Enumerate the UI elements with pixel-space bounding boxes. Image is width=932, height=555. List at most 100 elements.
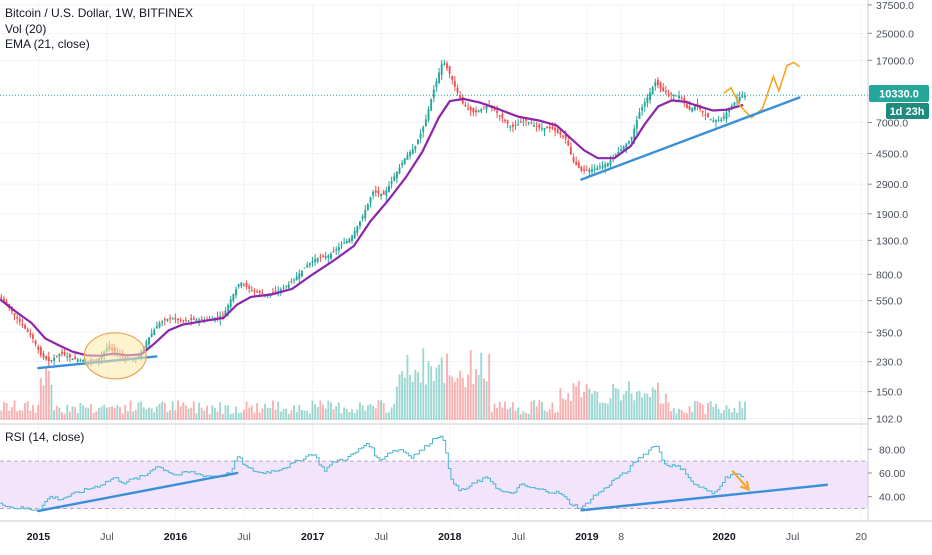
candle[interactable] [182,320,185,322]
candle[interactable] [322,255,324,257]
candle[interactable] [662,87,665,92]
candle[interactable] [604,164,607,168]
candle[interactable] [261,293,264,295]
candle[interactable] [606,163,609,167]
candle[interactable] [380,193,382,197]
candle[interactable] [546,126,549,129]
candle[interactable] [390,181,393,184]
candle[interactable] [443,63,446,65]
candle[interactable] [319,256,322,258]
candle[interactable] [728,109,731,112]
candle[interactable] [614,154,617,156]
candle[interactable] [18,318,21,322]
candle[interactable] [630,136,633,141]
candle[interactable] [148,337,150,345]
candle[interactable] [351,235,353,241]
candle[interactable] [643,102,646,107]
symbol-title[interactable]: Bitcoin / U.S. Dollar, 1W, BITFINEX [5,6,193,20]
candle[interactable] [50,360,53,362]
candle[interactable] [356,226,359,233]
candle[interactable] [670,93,673,95]
candle[interactable] [664,90,667,93]
candle[interactable] [422,127,425,133]
candle[interactable] [649,92,651,100]
candle[interactable] [556,129,559,133]
candle[interactable] [258,290,261,293]
candle[interactable] [593,168,596,171]
candle[interactable] [366,203,369,211]
candle[interactable] [256,291,259,293]
candle[interactable] [58,353,61,357]
candle[interactable] [39,347,42,356]
candle[interactable] [496,110,499,114]
candle[interactable] [393,176,396,181]
candle[interactable] [145,341,148,348]
candle[interactable] [609,160,612,165]
candle[interactable] [32,334,34,339]
candle[interactable] [16,316,19,319]
candle[interactable] [469,107,472,111]
candle[interactable] [74,356,77,360]
candle[interactable] [385,190,388,196]
candle[interactable] [627,141,630,144]
candle[interactable] [29,333,32,336]
candle[interactable] [403,158,406,165]
candle[interactable] [435,80,438,88]
candle[interactable] [216,316,219,318]
candle[interactable] [250,290,253,292]
candle[interactable] [583,168,586,171]
candle[interactable] [13,313,16,315]
candle[interactable] [717,119,720,121]
candle[interactable] [47,356,50,362]
price-axis[interactable]: 37500.0 25000.0 17000.0 7000.0 4500.0 2900.0 1… [868,0,914,426]
candle[interactable] [577,162,580,169]
candle[interactable] [722,116,725,119]
candle[interactable] [253,290,256,292]
candle[interactable] [562,135,564,137]
candle[interactable] [461,97,464,104]
candle[interactable] [641,107,644,111]
candle[interactable] [271,291,274,293]
candle[interactable] [730,105,733,109]
candle[interactable] [324,256,327,258]
candle[interactable] [432,89,435,98]
candle[interactable] [625,143,628,149]
candle[interactable] [76,359,79,362]
candle[interactable] [372,191,375,196]
candle[interactable] [427,109,430,121]
candle[interactable] [45,356,48,360]
candle[interactable] [672,94,675,96]
candle[interactable] [298,273,301,280]
candle[interactable] [725,112,728,119]
candle[interactable] [24,325,27,329]
time-axis[interactable]: 2015 Jul 2016 Jul 2017 Jul 2018 Jul 2019 8 2020 Jul… [27,531,867,543]
candle[interactable] [493,109,496,111]
candle[interactable] [701,110,704,113]
candle[interactable] [395,171,398,179]
candle[interactable] [187,320,190,322]
candle[interactable] [564,135,567,139]
candle[interactable] [543,128,546,131]
candle[interactable] [332,251,335,253]
candle[interactable] [511,124,514,127]
candle[interactable] [675,95,678,97]
candle[interactable] [688,105,691,110]
candle[interactable] [335,249,338,251]
candle[interactable] [569,147,572,155]
candle[interactable] [282,287,285,289]
candle[interactable] [477,110,480,113]
candle[interactable] [364,210,367,219]
candle[interactable] [535,125,538,127]
candle[interactable] [733,102,736,107]
candle[interactable] [198,319,201,321]
candle[interactable] [480,109,483,112]
projection-line[interactable] [723,61,800,119]
candle[interactable] [361,216,364,219]
trendline-price-support-2019[interactable] [580,96,801,181]
candle[interactable] [417,139,419,144]
candle[interactable] [295,276,298,281]
candle[interactable] [517,124,520,126]
candle[interactable] [235,289,237,296]
candle[interactable] [300,270,303,277]
candle[interactable] [448,66,451,74]
